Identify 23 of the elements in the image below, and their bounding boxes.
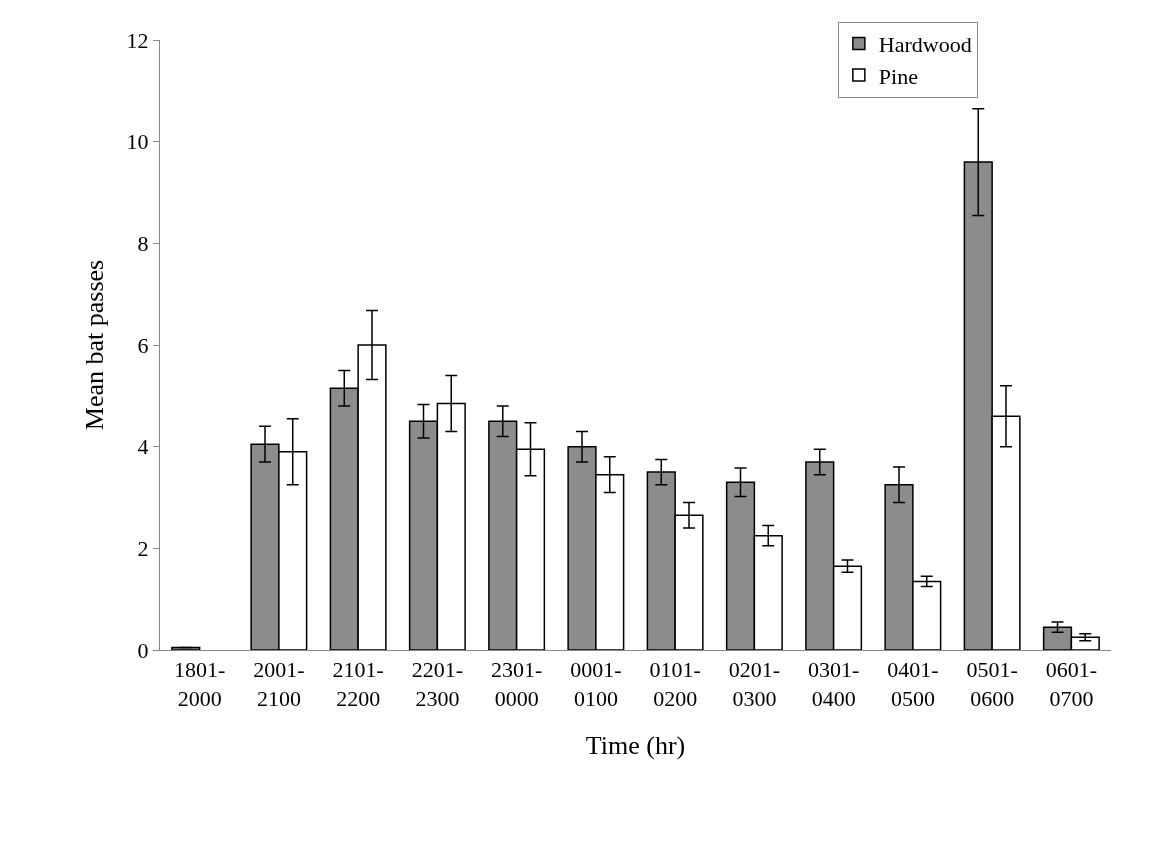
x-tick-label: 2001- 2100 xyxy=(253,657,305,711)
y-tick-label: 0 xyxy=(137,637,149,663)
x-tick-label: 0101- 0200 xyxy=(649,657,701,711)
x-tick-label: 0301- 0400 xyxy=(807,657,860,711)
y-tick-label: 2 xyxy=(137,536,149,562)
y-tick-label: 12 xyxy=(126,27,149,53)
x-tick-label: 0201- 0300 xyxy=(728,657,781,711)
y-axis-title: Mean bat passes xyxy=(80,259,109,431)
x-tick-label: 0501- 0600 xyxy=(966,657,1018,711)
y-tick-label: 8 xyxy=(137,231,149,257)
legend-label: Pine xyxy=(878,63,918,89)
x-tick-label: 2201- 2300 xyxy=(411,657,464,711)
y-tick-label: 6 xyxy=(137,332,149,358)
x-tick-label: 0601- 0700 xyxy=(1045,657,1098,711)
x-tick-label: 2101- 2200 xyxy=(332,657,384,711)
x-tick-label: 1801- 2000 xyxy=(173,657,226,711)
x-axis-title: Time (hr) xyxy=(585,730,686,760)
x-tick-label: 2301- 0000 xyxy=(490,657,543,711)
y-tick-label: 4 xyxy=(137,434,149,460)
y-tick-label: 10 xyxy=(126,129,149,155)
legend-label: Hardwood xyxy=(878,32,972,58)
x-tick-label: 0001- 0100 xyxy=(570,657,622,711)
x-tick-label: 0401- 0500 xyxy=(887,657,939,711)
